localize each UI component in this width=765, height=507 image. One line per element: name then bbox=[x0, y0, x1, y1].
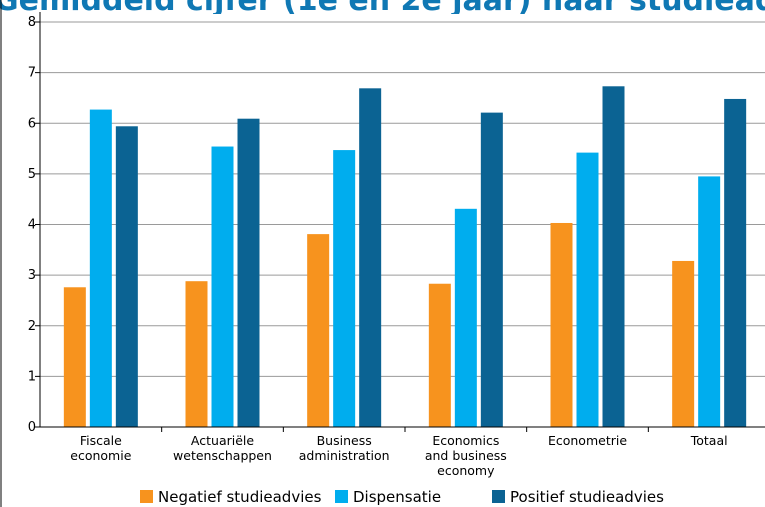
y-tick-label: 1 bbox=[28, 369, 36, 384]
y-tick-label: 3 bbox=[28, 268, 36, 283]
x-tick-label: Fiscale bbox=[80, 433, 122, 448]
chart-title: Gemiddeld cijfer (1e en 2e jaar) naar st… bbox=[0, 0, 765, 18]
y-tick-label: 5 bbox=[28, 167, 36, 182]
bar bbox=[724, 98, 747, 427]
x-tick-label: Business bbox=[317, 433, 372, 448]
x-tick-label: Totaal bbox=[690, 433, 728, 448]
x-tick-label: economy bbox=[437, 463, 495, 478]
bar bbox=[454, 208, 477, 427]
x-tick-label: Econometrie bbox=[548, 433, 627, 448]
y-tick-label: 4 bbox=[28, 218, 36, 233]
bar bbox=[480, 112, 503, 428]
bar bbox=[63, 287, 86, 427]
legend-swatch bbox=[335, 490, 348, 503]
x-tick-label: wetenschappen bbox=[173, 448, 272, 463]
bar bbox=[333, 150, 356, 428]
x-tick-label: economie bbox=[70, 448, 131, 463]
legend-label: Dispensatie bbox=[353, 488, 441, 506]
y-tick-label: 7 bbox=[28, 66, 36, 81]
bar bbox=[550, 222, 573, 427]
legend-swatch bbox=[492, 490, 505, 503]
bar bbox=[576, 152, 599, 428]
legend-label: Negatief studieadvies bbox=[158, 488, 322, 506]
bar bbox=[698, 176, 721, 427]
y-tick-label: 8 bbox=[28, 15, 36, 30]
x-tick-label: Economics bbox=[432, 433, 499, 448]
bar bbox=[89, 109, 112, 428]
y-tick-label: 2 bbox=[28, 319, 36, 334]
x-tick-label: administration bbox=[299, 448, 390, 463]
bar bbox=[602, 86, 625, 427]
legend-swatch bbox=[140, 490, 153, 503]
bar bbox=[211, 146, 234, 427]
bar bbox=[237, 118, 260, 427]
bar bbox=[359, 88, 382, 427]
y-tick-label: 0 bbox=[28, 420, 36, 435]
bar bbox=[115, 126, 138, 427]
bar bbox=[428, 283, 451, 427]
bar bbox=[672, 260, 695, 427]
x-tick-label: and business bbox=[425, 448, 507, 463]
legend-label: Positief studieadvies bbox=[510, 488, 664, 506]
y-tick-label: 6 bbox=[28, 116, 36, 131]
bar bbox=[185, 281, 208, 427]
bar bbox=[307, 234, 330, 427]
x-tick-label: Actuariële bbox=[191, 433, 254, 448]
